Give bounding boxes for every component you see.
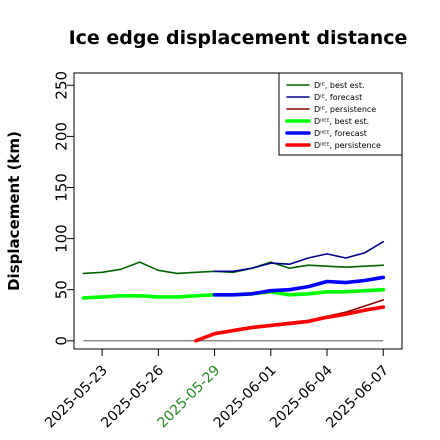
y-tick-label: 250 xyxy=(52,71,70,100)
y-tick-label: 50 xyxy=(52,280,70,299)
chart-title: Ice edge displacement distance xyxy=(69,27,408,49)
legend-entry: Dᴵᴵᴱᴱ, persistence xyxy=(314,141,381,150)
legend-entry: Dᴵᴵᴱᴱ, best est. xyxy=(314,117,369,126)
legend-entry: Dᴵᴱ, forecast xyxy=(314,93,362,102)
y-axis-label: Displacement (km) xyxy=(5,131,23,291)
y-axis: 0 50 100 150 200 250 xyxy=(52,71,74,346)
x-axis: 2025-05-232025-05-262025-05-292025-06-01… xyxy=(42,349,392,431)
y-tick-label: 100 xyxy=(52,224,70,253)
series-line-4 xyxy=(212,275,386,297)
legend-entry: Dᴵᴱ, persistence xyxy=(314,105,376,114)
y-tick-label: 150 xyxy=(52,173,70,202)
y-tick-label: 0 xyxy=(52,336,70,346)
series-line-2 xyxy=(195,299,385,342)
series-layer xyxy=(81,240,386,343)
series-line-1 xyxy=(213,240,385,273)
plot-area-frame xyxy=(73,72,403,350)
legend-entry: Dᴵᴱ, best est. xyxy=(314,81,365,90)
series-line-5 xyxy=(194,305,386,343)
legend-entry: Dᴵᴵᴱᴱ, forecast xyxy=(314,129,367,138)
legend-box xyxy=(278,72,403,156)
y-tick-label: 200 xyxy=(52,122,70,151)
series-line-0 xyxy=(82,261,385,275)
legend: Dᴵᴱ, best est. Dᴵᴱ, forecast Dᴵᴱ, persiste… xyxy=(278,72,403,156)
